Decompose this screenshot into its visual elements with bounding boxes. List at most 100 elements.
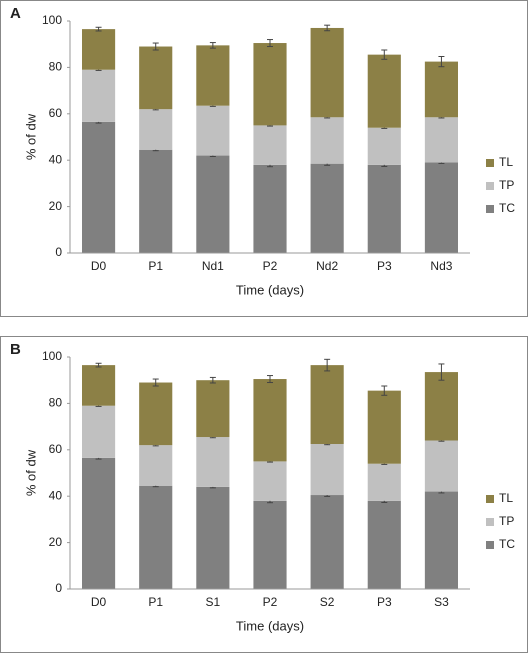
panel-frame (0, 0, 528, 317)
error-bar (95, 362, 102, 368)
legend-label: TP (499, 514, 514, 528)
bar-segment (367, 164, 401, 253)
panel-label: B (10, 341, 21, 358)
bar-segment (82, 365, 116, 406)
y-axis-title: % of dw (23, 449, 38, 496)
bar-segment (424, 61, 458, 118)
legend-label: TC (499, 537, 515, 551)
error-bar (324, 24, 331, 32)
bar-segment (253, 461, 287, 501)
bar-segment (82, 405, 116, 458)
y-tick-label: 80 (49, 396, 63, 410)
y-tick-label: 20 (49, 199, 63, 213)
bar-segment (82, 121, 116, 253)
bar-segment (82, 29, 116, 70)
panel-label: A (10, 5, 21, 22)
error-bar (381, 385, 388, 396)
bar-segment (424, 372, 458, 441)
x-tick-label: P3 (377, 259, 392, 273)
bar-segment (253, 379, 287, 462)
error-bar (267, 39, 273, 48)
bar-segment (82, 69, 116, 122)
bar-segment (253, 43, 287, 126)
x-tick-label: P1 (148, 595, 163, 609)
error-bar (381, 49, 388, 60)
bar-segment (310, 163, 344, 253)
x-tick-label: S1 (206, 595, 221, 609)
y-tick-label: 80 (49, 60, 63, 74)
error-bar (209, 42, 216, 49)
error-bar (438, 55, 445, 68)
error-bar (95, 26, 102, 32)
bar-segment (310, 27, 344, 118)
bar-segment (82, 457, 116, 589)
error-bar (152, 42, 159, 51)
y-tick-label: 0 (55, 245, 62, 259)
bar-segment (139, 445, 173, 486)
bar-segment (196, 105, 230, 156)
x-tick-label: Nd3 (430, 259, 452, 273)
x-tick-label: P3 (377, 595, 392, 609)
panel-frame (0, 336, 528, 653)
bar-segment (253, 500, 287, 589)
x-tick-label: Nd2 (316, 259, 338, 273)
y-tick-label: 60 (49, 442, 63, 456)
x-tick-label: P2 (263, 259, 278, 273)
bar-segment (253, 164, 287, 253)
x-axis-title: Time (days) (236, 618, 304, 633)
error-bar (324, 358, 331, 372)
x-tick-label: Nd1 (202, 259, 224, 273)
x-tick-label: S2 (320, 595, 335, 609)
bar-segment (310, 495, 344, 589)
legend-label: TL (499, 155, 513, 169)
bar-segment (139, 46, 173, 110)
bar-segment (424, 162, 458, 253)
bar-segment (367, 463, 401, 501)
bar-segment (139, 109, 173, 150)
y-tick-label: 40 (49, 152, 63, 166)
bar-segment (196, 155, 230, 253)
legend-swatch (486, 518, 494, 526)
bar-segment (424, 440, 458, 492)
y-tick-label: 0 (55, 581, 62, 595)
x-tick-label: P2 (263, 595, 278, 609)
bar-segment (424, 491, 458, 589)
legend-label: TP (499, 178, 514, 192)
legend-swatch (486, 182, 494, 190)
bar-segment (139, 149, 173, 253)
bar-segment (196, 45, 230, 106)
error-bar (152, 378, 159, 387)
bar-segment (367, 54, 401, 128)
y-tick-label: 60 (49, 106, 63, 120)
bar-segment (310, 117, 344, 164)
bar-segment (196, 486, 230, 589)
bar-segment (196, 380, 230, 438)
legend-swatch (486, 205, 494, 213)
y-tick-label: 100 (42, 349, 62, 363)
bar-segment (310, 365, 344, 444)
x-tick-label: D0 (91, 595, 107, 609)
bar-segment (310, 444, 344, 496)
y-tick-label: 40 (49, 488, 63, 502)
error-bar (267, 375, 273, 384)
x-axis-title: Time (days) (236, 282, 304, 297)
legend-swatch (486, 495, 494, 503)
x-tick-label: P1 (148, 259, 163, 273)
bar-segment (424, 117, 458, 163)
bar-segment (367, 500, 401, 589)
bar-segment (196, 437, 230, 487)
x-tick-label: S3 (434, 595, 449, 609)
y-tick-label: 100 (42, 13, 62, 27)
x-tick-label: D0 (91, 259, 107, 273)
bar-segment (253, 125, 287, 165)
error-bar (438, 363, 445, 381)
y-axis-title: % of dw (23, 113, 38, 160)
legend-label: TL (499, 491, 513, 505)
bar-segment (139, 382, 173, 446)
bar-segment (139, 485, 173, 589)
y-tick-label: 20 (49, 535, 63, 549)
bar-segment (367, 127, 401, 165)
legend-swatch (486, 541, 494, 549)
legend-label: TC (499, 201, 515, 215)
